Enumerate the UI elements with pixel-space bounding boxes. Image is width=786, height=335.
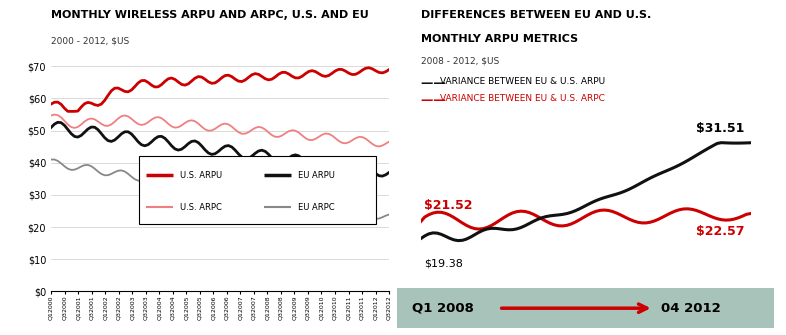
- Text: MONTHLY ARPU METRICS: MONTHLY ARPU METRICS: [421, 34, 578, 44]
- Text: 2000 - 2012, $US: 2000 - 2012, $US: [51, 37, 130, 46]
- Text: U.S. ARPU: U.S. ARPU: [179, 171, 222, 180]
- Text: $21.52: $21.52: [424, 199, 472, 212]
- Text: DIFFERENCES BETWEEN EU AND U.S.: DIFFERENCES BETWEEN EU AND U.S.: [421, 10, 651, 20]
- Text: MONTHLY WIRELESS ARPU AND ARPC, U.S. AND EU: MONTHLY WIRELESS ARPU AND ARPC, U.S. AND…: [51, 10, 369, 20]
- Text: ——: ——: [421, 94, 450, 107]
- Text: 2008 - 2012, $US: 2008 - 2012, $US: [421, 57, 499, 66]
- Text: ——: ——: [421, 77, 450, 90]
- Text: Q1 2008: Q1 2008: [412, 302, 474, 315]
- Text: VARIANCE BETWEEN EU & U.S. ARPC: VARIANCE BETWEEN EU & U.S. ARPC: [440, 94, 605, 103]
- Text: EU ARPU: EU ARPU: [298, 171, 335, 180]
- Text: $31.51: $31.51: [696, 122, 744, 135]
- Text: U.S. ARPC: U.S. ARPC: [179, 203, 222, 211]
- Bar: [139, 156, 376, 224]
- Text: 04 2012: 04 2012: [661, 302, 721, 315]
- Text: $19.38: $19.38: [424, 259, 463, 269]
- Text: EU ARPC: EU ARPC: [298, 203, 334, 211]
- Text: $22.57: $22.57: [696, 225, 744, 239]
- Text: VARIANCE BETWEEN EU & U.S. ARPU: VARIANCE BETWEEN EU & U.S. ARPU: [440, 77, 605, 86]
